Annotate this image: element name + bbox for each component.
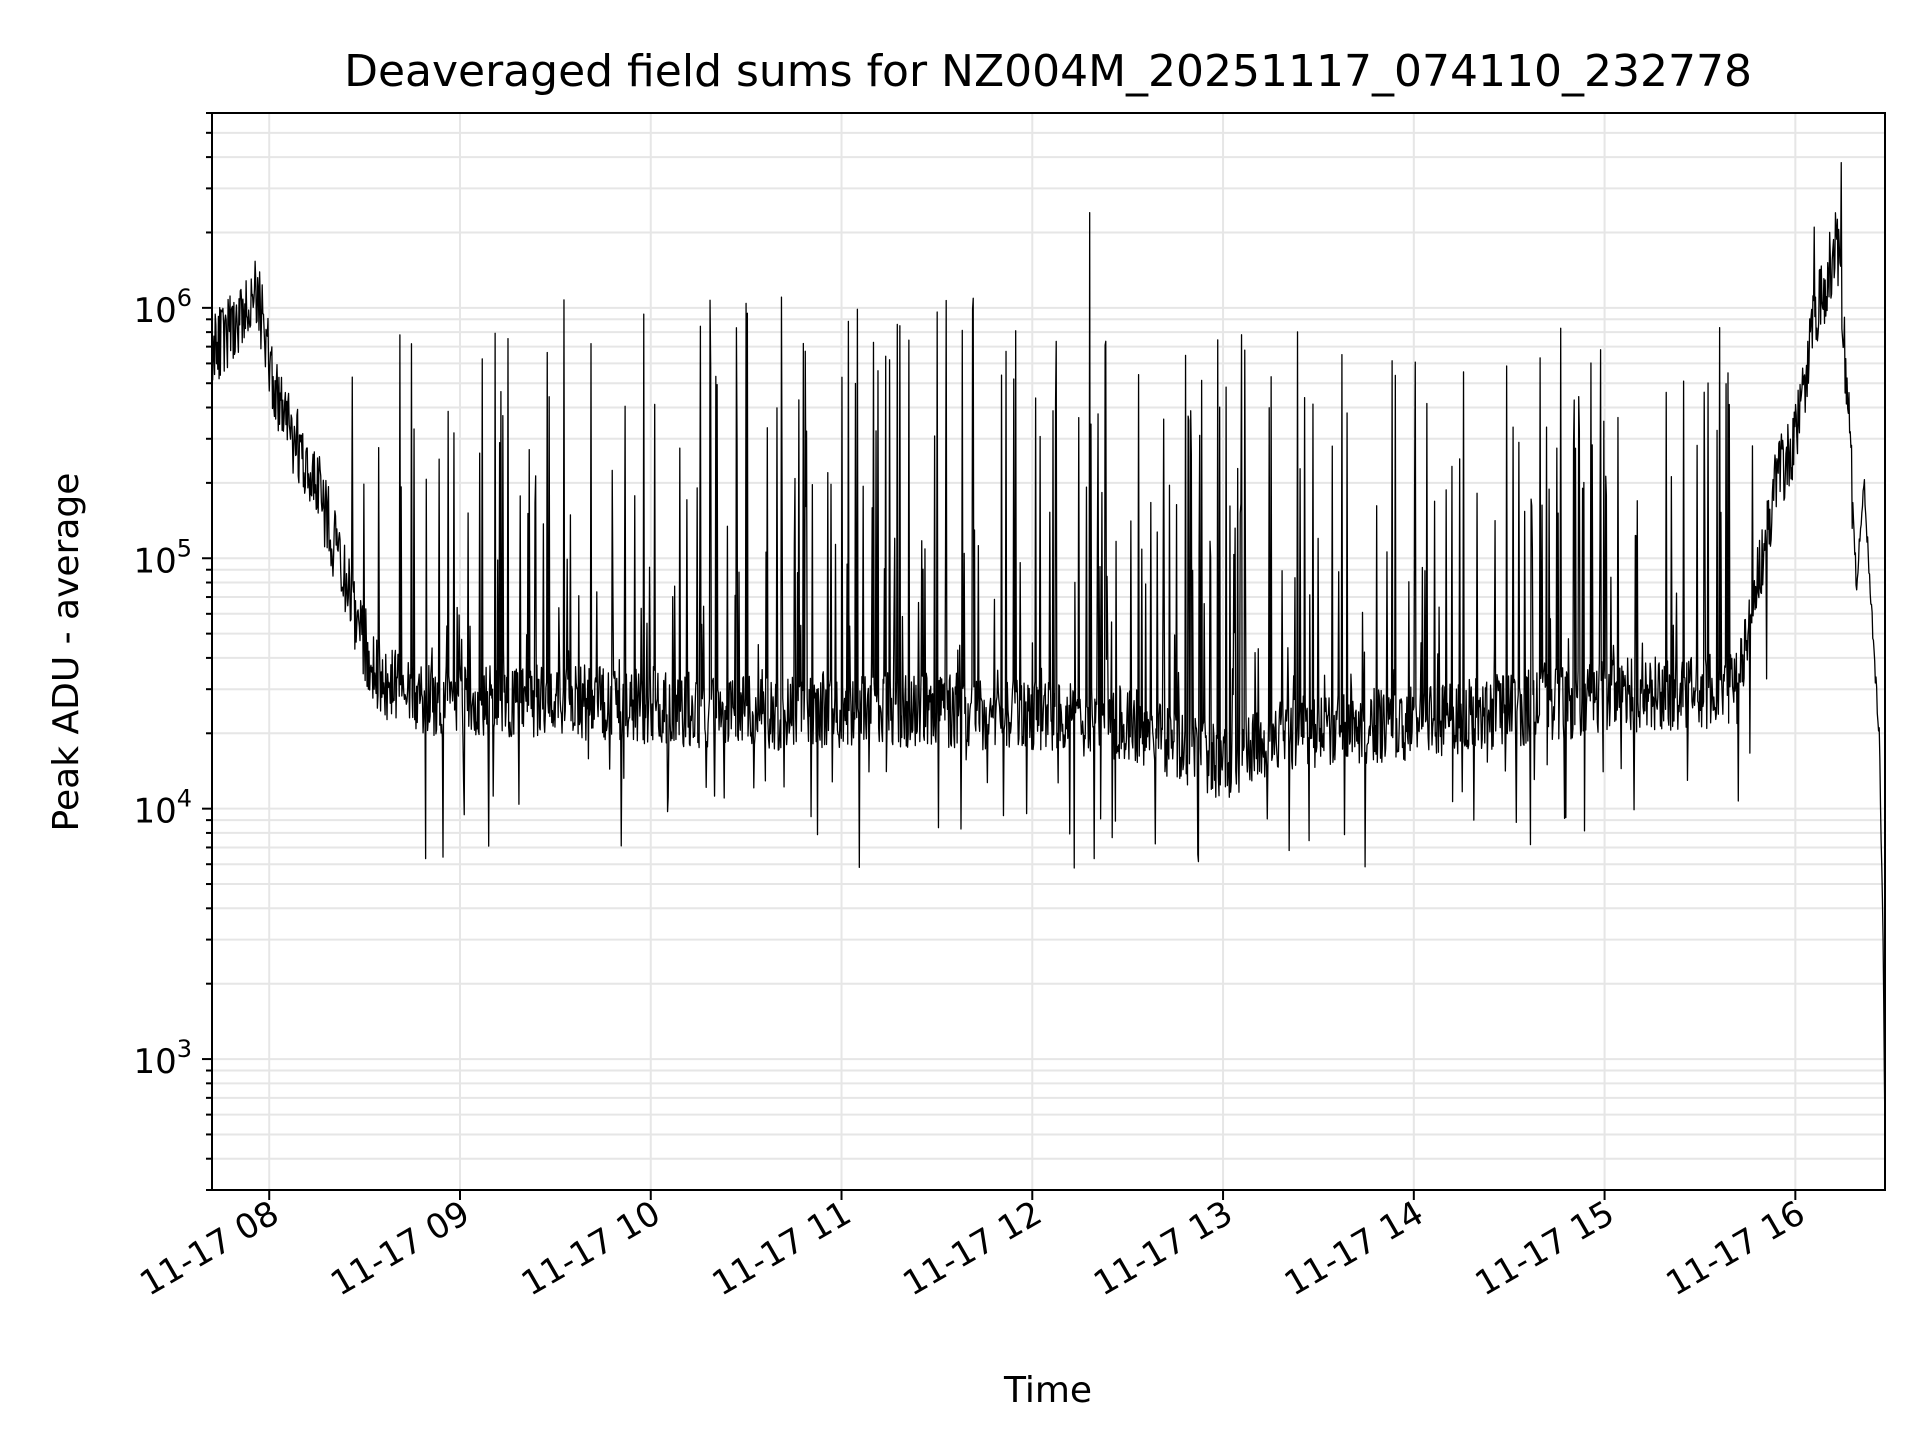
chart-title: Deaveraged field sums for NZ004M_2025111… [344, 46, 1752, 97]
y-tick-label: 106 [133, 284, 192, 331]
x-axis-label: Time [1003, 1370, 1092, 1411]
y-tick-label: 105 [133, 534, 192, 581]
grid [212, 112, 1885, 1191]
plot-frame [211, 112, 1886, 1191]
y-tick-label: 103 [133, 1035, 192, 1082]
y-tick-label: 104 [133, 785, 192, 832]
data-layer [211, 162, 1886, 1136]
y-axis-label: Peak ADU - average [46, 473, 87, 832]
series-line [211, 162, 1886, 1136]
